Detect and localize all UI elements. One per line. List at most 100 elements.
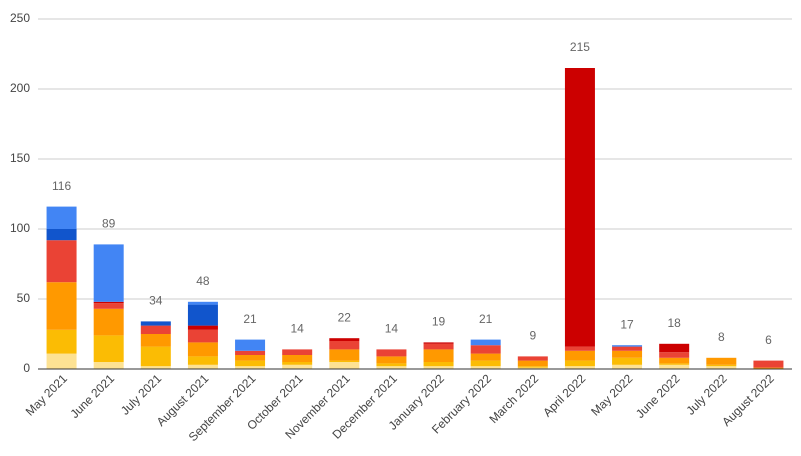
bar-segment [46, 329, 77, 354]
x-tick-label: June 2022 [633, 371, 683, 421]
bar-segment [93, 308, 124, 336]
bar-segment [517, 367, 548, 369]
bar-segment [470, 353, 501, 361]
bar-segment [46, 282, 77, 330]
x-tick-label: July 2021 [118, 371, 164, 417]
bar-segment [517, 356, 548, 361]
bar-segment [659, 363, 690, 365]
total-label: 14 [291, 322, 305, 336]
bar-segment [93, 244, 124, 302]
bar-segment [517, 366, 548, 368]
bar-segment [46, 240, 77, 283]
bar-segment [282, 364, 313, 369]
bar-segment [423, 343, 454, 350]
y-tick-label: 250 [10, 11, 30, 25]
bar-segment [423, 362, 454, 367]
bar-segment [329, 341, 360, 350]
bar-segment [329, 360, 360, 362]
bar-segment [423, 342, 454, 344]
bar-segment [470, 366, 501, 369]
bar-segment [470, 360, 501, 367]
y-tick-label: 150 [10, 151, 30, 165]
bar-segment [235, 366, 266, 369]
bar-segment [423, 349, 454, 362]
bar-segment [470, 339, 501, 346]
x-tick-label: May 2021 [23, 371, 70, 418]
bar-segment [282, 362, 313, 365]
bar-segment [376, 363, 407, 367]
total-label: 116 [52, 179, 71, 193]
bar-segment [329, 362, 360, 369]
bar-segment [187, 329, 218, 343]
bar-segment [93, 301, 124, 304]
bar-segment [564, 350, 595, 361]
x-tick-label: June 2021 [68, 371, 118, 421]
bar-segment [46, 353, 77, 369]
bar-segment [235, 350, 266, 355]
bar-segment [235, 355, 266, 361]
total-label: 22 [338, 310, 352, 324]
bar-segment [187, 325, 218, 330]
total-label: 18 [668, 316, 682, 330]
total-label: 14 [385, 322, 399, 336]
bar-segment [329, 338, 360, 341]
total-label: 48 [196, 274, 210, 288]
bar-segment [187, 364, 218, 369]
bar-segment [612, 350, 643, 358]
bar-segment [140, 366, 171, 369]
bar-segment [659, 352, 690, 358]
bar-segment [612, 357, 643, 365]
bar-segment [235, 360, 266, 367]
bar-segment [564, 346, 595, 351]
bar-segment [187, 304, 218, 326]
bar-segment [46, 229, 77, 241]
bar-segment [187, 356, 218, 365]
y-tick-label: 0 [23, 361, 30, 375]
total-label: 19 [432, 315, 446, 329]
bar-segment [329, 349, 360, 361]
total-label: 21 [479, 312, 493, 326]
x-tick-label: July 2022 [683, 371, 729, 417]
total-label: 21 [243, 312, 257, 326]
bar-segment [753, 360, 784, 368]
total-label: 215 [570, 40, 590, 54]
bar-segment [140, 346, 171, 367]
total-label: 8 [718, 330, 725, 344]
total-label: 17 [620, 317, 634, 331]
bar-segment [93, 335, 124, 362]
y-tick-label: 200 [10, 81, 30, 95]
bar-segment [140, 321, 171, 326]
bar-segment [706, 357, 737, 365]
bar-segment [93, 303, 124, 309]
bar-segment [564, 366, 595, 369]
total-label: 34 [149, 294, 163, 308]
bar-segment [612, 345, 643, 347]
bar-segment [376, 349, 407, 357]
y-tick-label: 100 [10, 221, 30, 235]
y-tick-label: 50 [17, 291, 31, 305]
bar-segment [612, 346, 643, 351]
bar-segment [517, 360, 548, 367]
bar-segment [187, 342, 218, 357]
bar-segment [282, 349, 313, 355]
bar-segment [46, 206, 77, 229]
bar-segment [612, 364, 643, 369]
bar-segment [235, 339, 266, 351]
bar-segment [706, 366, 737, 369]
bar-segment [93, 362, 124, 369]
bar-segment [564, 68, 595, 347]
bar-segment [140, 334, 171, 347]
total-label: 9 [529, 329, 536, 343]
bar-segment [376, 356, 407, 364]
bar-segment [659, 364, 690, 369]
bar-segment [753, 367, 784, 369]
bar-segment [470, 345, 501, 354]
bar-segment [140, 325, 171, 334]
bar-segment [282, 355, 313, 362]
bar-segment [659, 343, 690, 353]
total-label: 89 [102, 217, 116, 231]
x-tick-label: March 2022 [486, 371, 541, 426]
total-label: 6 [765, 333, 772, 347]
x-tick-label: May 2022 [588, 371, 635, 418]
